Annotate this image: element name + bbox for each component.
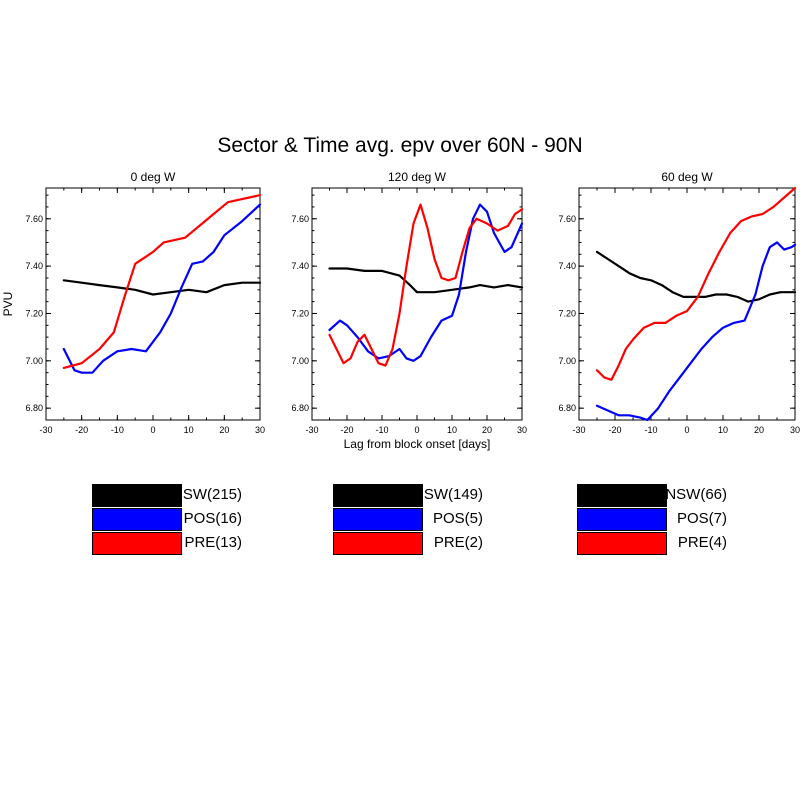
legend-swatch-nsw	[333, 484, 423, 507]
legend-label: POS(5)	[432, 510, 483, 527]
y-tick-label: 7.40	[558, 261, 576, 271]
y-tick-label: 6.80	[291, 403, 309, 413]
legend-panel-2: NSW(149) POS(5) PRE(2)	[333, 484, 543, 556]
x-tick-label: -20	[608, 425, 621, 435]
x-tick-label: 20	[482, 425, 492, 435]
chart-panel-3: 60 deg W -30 -20 -10 0 10 20 30 6.80 7.00 7.20 7.40…	[558, 170, 800, 435]
x-tick-label: 20	[219, 425, 229, 435]
series-line-pre	[595, 186, 797, 381]
x-tick-label: 0	[684, 425, 689, 435]
y-tick-label: 7.20	[25, 308, 43, 318]
x-tick-label: -30	[572, 425, 585, 435]
panel-title: 0 deg W	[131, 170, 176, 184]
x-axis-label: Lag from block onset [days]	[344, 437, 491, 451]
legend-swatch-pos	[577, 508, 667, 531]
legend-label: PRE(13)	[184, 534, 242, 551]
legend-swatch-pre	[92, 532, 182, 555]
x-tick-label: 10	[718, 425, 728, 435]
series-line-nsw	[328, 267, 524, 294]
legend-swatch-pos	[92, 508, 182, 531]
x-tick-label: -30	[39, 425, 52, 435]
y-tick-label: 7.60	[25, 214, 43, 224]
plot-frame	[578, 187, 796, 421]
legend-entry: PRE(2)	[333, 532, 543, 555]
legend-label: NSW(149)	[412, 486, 483, 503]
legend-label: PRE(2)	[433, 534, 483, 551]
legend-entry: NSW(66)	[577, 484, 787, 507]
legend-swatch-nsw	[92, 484, 182, 507]
y-tick-label: 7.60	[558, 214, 576, 224]
legend-panel-1: NSW(215) POS(16) PRE(13)	[92, 484, 302, 556]
legend-entry: POS(16)	[92, 508, 302, 531]
x-tick-label: -10	[644, 425, 657, 435]
legend-entry: POS(7)	[577, 508, 787, 531]
y-axis-label: PVU	[1, 292, 15, 317]
series-line-nsw	[595, 250, 797, 303]
y-tick-label: 7.20	[558, 308, 576, 318]
x-tick-label: 0	[150, 425, 155, 435]
legend-label: POS(7)	[676, 510, 727, 527]
legend-entry: PRE(13)	[92, 532, 302, 555]
series-line-pre	[328, 203, 524, 367]
series-line-nsw	[62, 279, 262, 296]
x-tick-label: -20	[75, 425, 88, 435]
y-tick-label: 7.20	[291, 308, 309, 318]
legend-entry: PRE(4)	[577, 532, 787, 555]
series-line-pos	[328, 203, 524, 362]
y-tick-label: 7.00	[291, 356, 309, 366]
x-tick-label: -30	[305, 425, 318, 435]
x-tick-label: 10	[184, 425, 194, 435]
chart-panel-1: 0 deg W -30 -20 -10 0 10 20 30 6.80 7.00 7.20 7.40 7…	[1, 170, 265, 435]
legend-swatch-nsw	[577, 484, 667, 507]
legend-label: NSW(215)	[171, 486, 242, 503]
x-tick-label: 30	[517, 425, 527, 435]
y-tick-label: 6.80	[25, 403, 43, 413]
x-tick-label: 30	[255, 425, 265, 435]
series-line-pos	[595, 241, 797, 422]
legend-entry: NSW(149)	[333, 484, 543, 507]
plot-frame	[45, 187, 261, 421]
y-tick-label: 7.40	[25, 261, 43, 271]
legend-swatch-pos	[333, 508, 423, 531]
y-tick-label: 7.00	[25, 356, 43, 366]
y-tick-label: 7.60	[291, 214, 309, 224]
x-tick-label: -10	[375, 425, 388, 435]
legend-label: POS(16)	[183, 510, 242, 527]
legend-label: NSW(66)	[665, 486, 727, 503]
legend-entry: POS(5)	[333, 508, 543, 531]
panel-title: 120 deg W	[388, 170, 447, 184]
y-tick-label: 7.40	[291, 261, 309, 271]
y-tick-label: 6.80	[558, 403, 576, 413]
legend-swatch-pre	[333, 532, 423, 555]
chart-panel-2: 120 deg W -30 -20 -10 0 10 20 30 6.80 7.00 7.20 7.4…	[291, 170, 527, 451]
legend-panel-3: NSW(66) POS(7) PRE(4)	[577, 484, 787, 556]
legend-entry: NSW(215)	[92, 484, 302, 507]
figure-title: Sector & Time avg. epv over 60N - 90N	[217, 134, 583, 157]
legend-label: PRE(4)	[677, 534, 727, 551]
panel-title: 60 deg W	[661, 170, 713, 184]
series-line-pre	[62, 194, 262, 369]
x-tick-label: 30	[790, 425, 800, 435]
x-tick-label: -10	[111, 425, 124, 435]
x-tick-label: 0	[414, 425, 419, 435]
x-tick-label: -20	[340, 425, 353, 435]
series-line-pos	[62, 203, 262, 374]
x-tick-label: 20	[754, 425, 764, 435]
x-tick-label: 10	[447, 425, 457, 435]
y-tick-label: 7.00	[558, 356, 576, 366]
legend-swatch-pre	[577, 532, 667, 555]
